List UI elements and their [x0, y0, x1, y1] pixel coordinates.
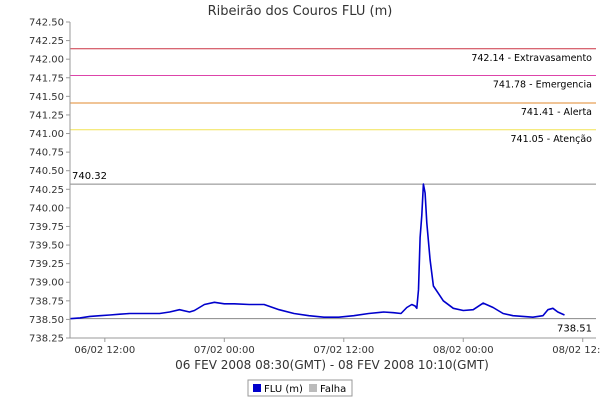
legend-label: FLU (m) — [264, 384, 303, 395]
legend-swatch — [309, 384, 317, 392]
x-axis-label: 06 FEV 2008 08:30(GMT) - 08 FEV 2008 10:… — [175, 358, 489, 372]
legend-swatch — [253, 384, 261, 392]
value-markers: 740.32 738.51 — [70, 171, 596, 335]
x-tick-label: 07/02 12:00 — [313, 345, 374, 356]
chart-title: Ribeirão dos Couros FLU (m) — [208, 4, 393, 19]
threshold-label: 741.41 - Alerta — [521, 107, 592, 118]
y-tick-label: 739.50 — [29, 241, 64, 252]
x-tick-label: 08/02 00:00 — [433, 345, 494, 356]
y-tick-label: 740.00 — [29, 203, 64, 214]
y-tick-label: 738.25 — [29, 334, 64, 345]
x-tick-label: 08/02 12:00 — [552, 345, 600, 356]
legend-label: Falha — [320, 384, 346, 395]
y-tick-label: 742.25 — [29, 36, 64, 47]
x-tick-label: 06/02 12:00 — [74, 345, 135, 356]
plot-series — [69, 183, 565, 320]
y-tick-label: 741.50 — [29, 92, 64, 103]
threshold-label: 741.78 - Emergencia — [493, 80, 592, 91]
y-tick-label: 739.25 — [29, 259, 64, 270]
legend-box — [247, 379, 353, 397]
y-tick-label: 738.75 — [29, 296, 64, 307]
x-tick-label: 07/02 00:00 — [194, 345, 255, 356]
threshold-lines: 742.14 - Extravasamento 741.78 - Emergenc… — [70, 48, 596, 145]
min-marker-label: 738.51 — [557, 324, 592, 335]
series-line — [69, 183, 565, 320]
y-tick-label: 739.00 — [29, 278, 64, 289]
x-axis-ticks: 06/02 12:00 07/02 00:00 07/02 12:00 08/02 0… — [74, 338, 600, 356]
y-tick-label: 740.75 — [29, 148, 64, 159]
y-tick-label: 739.75 — [29, 222, 64, 233]
threshold-label: 741.05 - Atenção — [511, 134, 593, 145]
y-tick-label: 740.25 — [29, 185, 64, 196]
axes — [69, 22, 596, 339]
y-tick-label: 742.00 — [29, 55, 64, 66]
y-tick-label: 741.00 — [29, 129, 64, 140]
y-tick-label: 740.50 — [29, 166, 64, 177]
legend: FLU (m) Falha — [247, 379, 353, 397]
y-tick-label: 741.75 — [29, 73, 64, 84]
y-tick-label: 741.25 — [29, 110, 64, 121]
y-tick-label: 738.50 — [29, 315, 64, 326]
threshold-label: 742.14 - Extravasamento — [471, 53, 592, 64]
y-axis-ticks: 738.25 738.50 738.75 739.00 739.25 739.50 739.… — [29, 18, 70, 345]
max-marker-label: 740.32 — [72, 171, 107, 182]
y-tick-label: 742.50 — [29, 18, 64, 29]
